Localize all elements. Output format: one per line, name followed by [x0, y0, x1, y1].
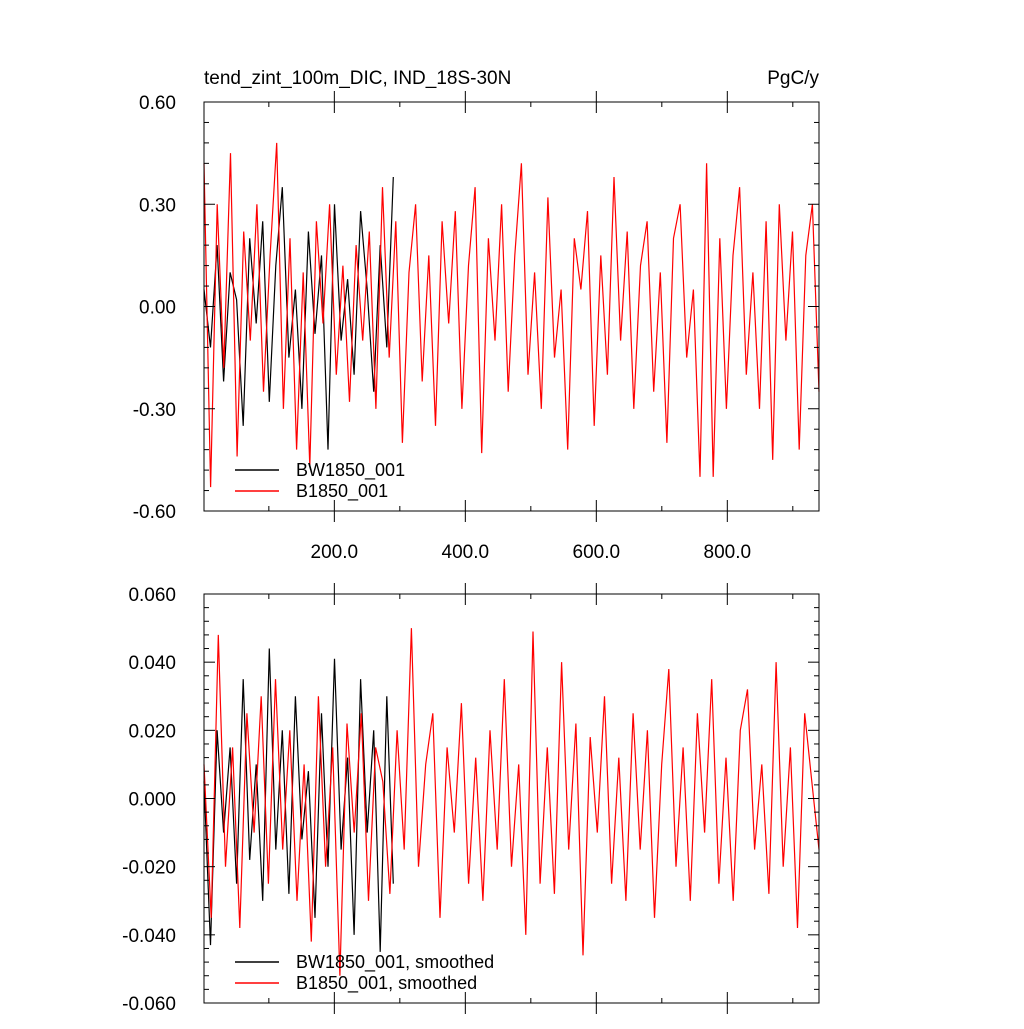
bottom-y-tick-label: 0.060 [128, 585, 176, 606]
bottom-legend-label-bw1850: BW1850_001, smoothed [296, 952, 494, 973]
top-plot-frame [203, 101, 820, 512]
top-y-tick-label: 0.00 [139, 298, 176, 319]
top-x-tick-label: 400.0 [442, 542, 490, 563]
bottom-y-tick-label: -0.020 [122, 858, 176, 879]
top-chart-units: PgC/y [767, 68, 819, 89]
bottom-series-line-bw1850 [203, 648, 394, 952]
bottom-y-tick-label: -0.060 [122, 994, 176, 1015]
top-legend: BW1850_001 B1850_001 [235, 460, 405, 502]
top-y-tick-label: -0.60 [133, 502, 176, 523]
top-x-tick-label: 200.0 [311, 542, 359, 563]
top-x-tick-label: 600.0 [573, 542, 621, 563]
top-axis-ticks: -0.60 -0.30 0.00 0.30 0.60 200.0 400.0 600.0 800… [133, 91, 819, 563]
top-y-tick-label: 0.60 [139, 93, 176, 114]
bottom-y-tick-label: 0.000 [128, 790, 176, 811]
top-legend-label-bw1850: BW1850_001 [296, 460, 405, 481]
top-series-line-b1850 [203, 142, 820, 488]
top-series-group [203, 142, 820, 488]
bottom-legend: BW1850_001, smoothed B1850_001, smoothed [235, 952, 494, 994]
bottom-y-tick-label: 0.020 [128, 721, 176, 742]
bottom-series-group [203, 628, 820, 976]
top-chart-title: tend_zint_100m_DIC, IND_18S-30N [204, 68, 511, 89]
bottom-series-line-b1850 [203, 628, 820, 976]
bottom-panel: -0.060 -0.040 -0.020 0.000 0.020 0.040 0.060 B… [122, 583, 820, 1015]
bottom-legend-label-b1850: B1850_001, smoothed [296, 973, 477, 994]
top-y-tick-label: 0.30 [139, 195, 176, 216]
bottom-axis-ticks: -0.060 -0.040 -0.020 0.000 0.020 0.040 0.060 [122, 583, 819, 1015]
top-series-line-bw1850 [203, 176, 394, 450]
bottom-plot-frame [203, 593, 820, 1004]
bottom-y-tick-label: -0.040 [122, 926, 176, 947]
bottom-y-tick-label: 0.040 [128, 653, 176, 674]
top-x-tick-label: 800.0 [704, 542, 752, 563]
top-y-tick-label: -0.30 [133, 400, 176, 421]
top-panel: tend_zint_100m_DIC, IND_18S-30N PgC/y -0… [133, 68, 820, 563]
top-legend-label-b1850: B1850_001 [296, 481, 388, 502]
